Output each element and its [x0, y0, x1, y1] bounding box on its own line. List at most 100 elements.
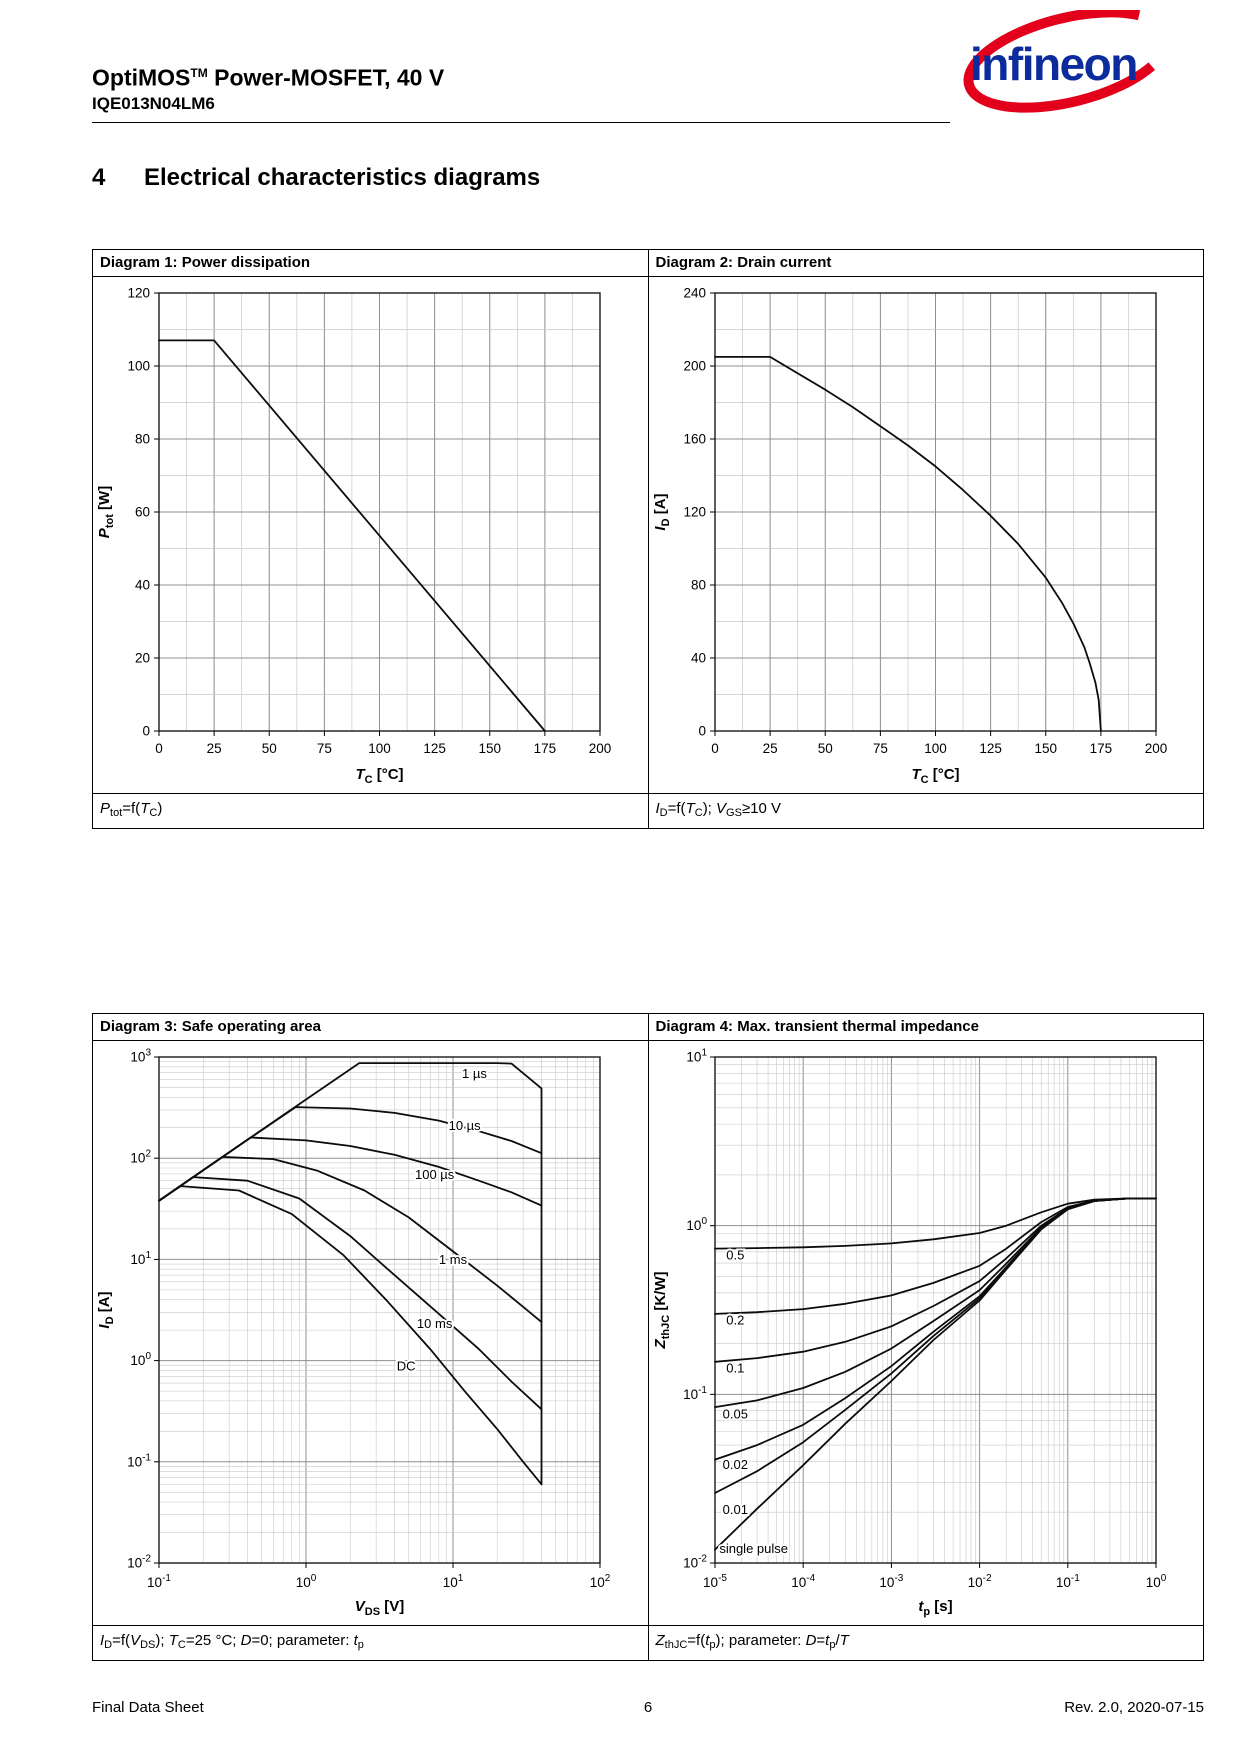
diagram-1-title: Diagram 1: Power dissipation: [93, 250, 648, 277]
svg-text:101: 101: [130, 1250, 151, 1267]
svg-text:200: 200: [1144, 741, 1167, 756]
logo-wordmark: infineon: [970, 38, 1137, 90]
diagram-2-title: Diagram 2: Drain current: [648, 250, 1203, 277]
diagram-box-1: Diagram 1: Power dissipation 0 25 50 75 100 1…: [92, 248, 1204, 829]
product-title: OptiMOSTM Power-MOSFET, 40 V: [92, 58, 1204, 93]
svg-text:10 µs: 10 µs: [449, 1118, 482, 1133]
svg-text:50: 50: [262, 741, 277, 756]
svg-text:175: 175: [1089, 741, 1112, 756]
trademark-sup: TM: [190, 66, 208, 80]
footer-page-number: 6: [643, 1699, 653, 1716]
svg-text:0.05: 0.05: [722, 1406, 747, 1421]
svg-text:10-3: 10-3: [879, 1573, 903, 1590]
svg-text:DC: DC: [397, 1358, 416, 1373]
svg-text:VDS [V]: VDS [V]: [355, 1598, 404, 1618]
infineon-logo: infineon: [940, 7, 1192, 121]
svg-text:125: 125: [423, 741, 446, 756]
svg-text:80: 80: [135, 431, 150, 446]
svg-text:120: 120: [683, 504, 706, 519]
svg-text:0.01: 0.01: [722, 1502, 747, 1517]
svg-text:10 ms: 10 ms: [417, 1316, 453, 1331]
svg-text:40: 40: [135, 577, 150, 592]
svg-text:100: 100: [127, 358, 150, 373]
svg-text:TC [°C]: TC [°C]: [355, 766, 403, 786]
svg-text:10-5: 10-5: [703, 1573, 727, 1590]
svg-text:0.1: 0.1: [726, 1360, 744, 1375]
svg-text:175: 175: [534, 741, 557, 756]
diagram-1-caption: Ptot=f(TC): [93, 792, 648, 828]
svg-text:100: 100: [924, 741, 947, 756]
chart-transient-thermal-impedance: 10-5 10-4 10-3 10-2 10-1 100 10-2 10-1 100 101 0.5…: [649, 1041, 1204, 1625]
svg-text:10-1: 10-1: [683, 1384, 707, 1401]
logo-swoosh-icon: [963, 7, 1173, 113]
svg-text:75: 75: [317, 741, 332, 756]
svg-text:0.5: 0.5: [726, 1247, 744, 1262]
diagram-4: Diagram 4: Max. transient thermal impeda…: [647, 1013, 1204, 1660]
svg-text:200: 200: [589, 741, 612, 756]
svg-text:0.2: 0.2: [726, 1312, 744, 1327]
page-footer: Final Data Sheet 6 Rev. 2.0, 2020-07-15: [92, 1699, 1204, 1716]
svg-text:80: 80: [690, 577, 705, 592]
infineon-logo-svg: infineon: [963, 7, 1173, 113]
svg-text:160: 160: [683, 431, 706, 446]
diagram-2-caption: ID=f(TC); VGS≥10 V: [648, 792, 1203, 828]
svg-text:Ptot [W]: Ptot [W]: [96, 485, 116, 537]
section-heading: 4 Electrical characteristics diagrams: [92, 163, 1204, 193]
svg-text:0: 0: [698, 723, 706, 738]
svg-text:single pulse: single pulse: [719, 1540, 788, 1555]
diagram-4-caption: ZthJC=f(tp); parameter: D=tp/T: [648, 1624, 1203, 1660]
footer-revision: Rev. 2.0, 2020-07-15: [1064, 1699, 1204, 1716]
chart-safe-operating-area: 10-1 100 101 102 10-2 10-1 100 101 102 103 1 µs 10 …: [93, 1041, 648, 1625]
svg-text:ID [A]: ID [A]: [652, 493, 672, 530]
svg-text:125: 125: [979, 741, 1002, 756]
svg-text:75: 75: [872, 741, 887, 756]
svg-text:10-2: 10-2: [683, 1553, 707, 1570]
svg-text:1 µs: 1 µs: [462, 1066, 487, 1081]
svg-text:0: 0: [155, 741, 163, 756]
product-rest: Power-MOSFET, 40 V: [207, 64, 445, 91]
svg-text:10-4: 10-4: [791, 1573, 815, 1590]
diagram-3: Diagram 3: Safe operating area 10-1 100 10…: [93, 1014, 648, 1660]
svg-text:25: 25: [762, 741, 777, 756]
svg-text:103: 103: [130, 1047, 151, 1064]
svg-text:10-2: 10-2: [127, 1553, 151, 1570]
svg-text:101: 101: [443, 1573, 464, 1590]
diagram-3-title: Diagram 3: Safe operating area: [93, 1014, 648, 1041]
chart-power-dissipation: 0 25 50 75 100 125 150 175 200 0 20 40 60 80 100 120 TC …: [93, 277, 648, 793]
svg-text:0.02: 0.02: [722, 1457, 747, 1472]
svg-text:40: 40: [690, 650, 705, 665]
svg-text:25: 25: [207, 741, 222, 756]
svg-text:120: 120: [127, 285, 150, 300]
diagram-box-2: Diagram 3: Safe operating area 10-1 100 10…: [92, 1012, 1204, 1661]
svg-text:100: 100: [130, 1351, 151, 1368]
chart-drain-current: 0 25 50 75 100 125 150 175 200 0 40 80 120 160 200 240 T…: [649, 277, 1204, 793]
svg-text:150: 150: [1034, 741, 1057, 756]
footer-doc-type: Final Data Sheet: [92, 1699, 204, 1716]
svg-text:200: 200: [683, 358, 706, 373]
svg-text:0: 0: [711, 741, 719, 756]
part-number: IQE013N04LM6: [92, 93, 215, 113]
svg-text:20: 20: [135, 650, 150, 665]
diagram-3-caption: ID=f(VDS); TC=25 °C; D=0; parameter: tp: [93, 1624, 648, 1660]
svg-text:102: 102: [130, 1148, 151, 1165]
svg-text:TC [°C]: TC [°C]: [911, 766, 959, 786]
svg-text:100: 100: [686, 1216, 707, 1233]
svg-text:101: 101: [686, 1047, 707, 1064]
svg-text:10-1: 10-1: [127, 1452, 151, 1469]
svg-text:50: 50: [817, 741, 832, 756]
svg-text:100: 100: [368, 741, 391, 756]
diagram-1: Diagram 1: Power dissipation 0 25 50 75 100 1…: [93, 250, 648, 828]
svg-text:ZthJC [K/W]: ZthJC [K/W]: [652, 1271, 672, 1349]
svg-text:10-2: 10-2: [967, 1573, 991, 1590]
svg-text:1 ms: 1 ms: [439, 1252, 468, 1267]
svg-text:ID [A]: ID [A]: [96, 1291, 116, 1328]
svg-text:tp [s]: tp [s]: [918, 1598, 952, 1618]
svg-text:0: 0: [142, 723, 150, 738]
svg-text:102: 102: [590, 1573, 611, 1590]
page-header: OptiMOSTM Power-MOSFET, 40 V IQE013N04LM…: [92, 7, 1204, 123]
svg-text:10-1: 10-1: [1055, 1573, 1079, 1590]
diagram-4-title: Diagram 4: Max. transient thermal impeda…: [648, 1014, 1203, 1041]
section-title: Electrical characteristics diagrams: [144, 163, 541, 191]
svg-text:10-1: 10-1: [147, 1573, 171, 1590]
